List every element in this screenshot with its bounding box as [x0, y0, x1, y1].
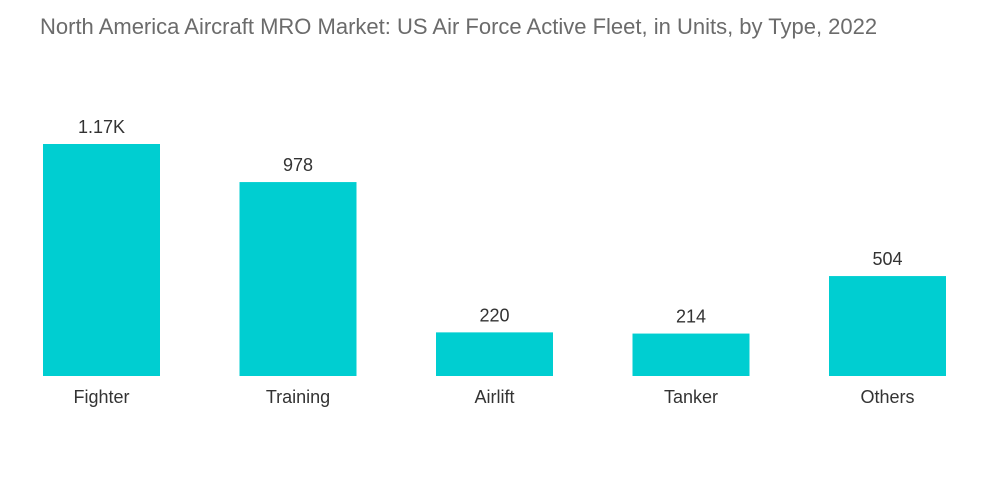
value-label-fighter: 1.17K [78, 117, 125, 137]
category-label-training: Training [266, 387, 330, 407]
value-label-others: 504 [872, 249, 902, 269]
category-label-tanker: Tanker [664, 387, 718, 407]
bar-airlift [436, 332, 553, 376]
bar-tanker [632, 333, 750, 376]
bar-others [829, 276, 946, 376]
bar-training [239, 182, 357, 376]
value-label-airlift: 220 [479, 305, 509, 325]
value-label-tanker: 214 [676, 307, 706, 327]
chart-title: North America Aircraft MRO Market: US Ai… [40, 14, 878, 39]
category-label-others: Others [860, 387, 914, 407]
value-label-training: 978 [283, 155, 313, 175]
category-label-fighter: Fighter [73, 387, 129, 407]
category-label-airlift: Airlift [475, 387, 515, 407]
bar-fighter [43, 144, 160, 376]
